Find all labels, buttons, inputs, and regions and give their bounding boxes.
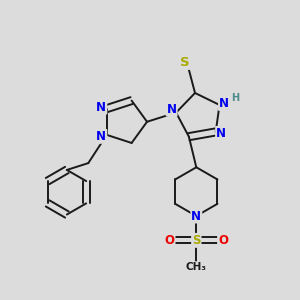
Text: N: N [191, 209, 201, 223]
Text: O: O [165, 234, 175, 247]
Text: N: N [96, 130, 106, 143]
Text: N: N [96, 101, 106, 114]
Text: N: N [167, 103, 177, 116]
Text: N: N [219, 97, 229, 110]
Text: H: H [231, 93, 239, 103]
Text: N: N [216, 127, 226, 140]
Text: S: S [192, 234, 201, 247]
Text: CH₃: CH₃ [186, 262, 207, 272]
Text: S: S [180, 56, 189, 69]
Text: O: O [218, 234, 228, 247]
